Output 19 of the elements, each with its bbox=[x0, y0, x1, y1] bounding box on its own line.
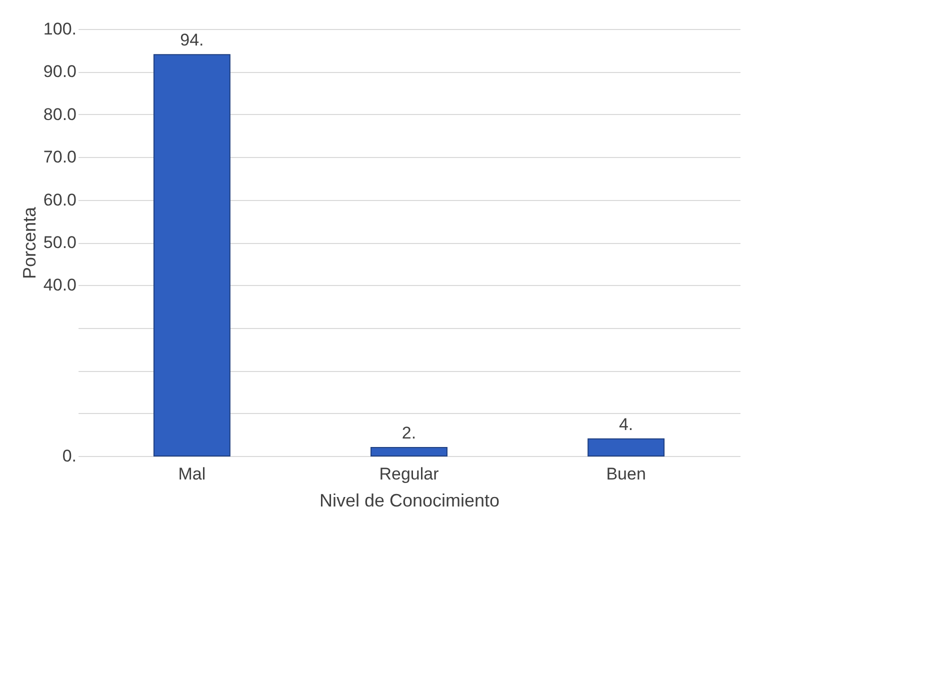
y-tick-label: 90.0 bbox=[43, 62, 76, 82]
x-tick-label: Buen bbox=[606, 464, 646, 484]
y-tick-label: 80.0 bbox=[43, 104, 76, 124]
x-tick-label: Regular bbox=[379, 464, 440, 484]
y-tick-label: 70.0 bbox=[43, 148, 76, 167]
y-axis-title: Porcenta bbox=[19, 206, 40, 280]
data-label: 2. bbox=[402, 423, 416, 442]
y-tick-label: 100. bbox=[43, 20, 76, 38]
y-tick-label: 50.0 bbox=[43, 233, 76, 252]
data-label: 4. bbox=[618, 414, 634, 434]
data-label: 94. bbox=[180, 30, 204, 50]
x-tick-label: Mal bbox=[178, 464, 206, 484]
x-axis-title: Nivel de Conocimiento bbox=[319, 490, 500, 510]
bar bbox=[153, 54, 230, 456]
y-tick-label: 0. bbox=[62, 446, 76, 466]
bar bbox=[370, 446, 448, 456]
bar bbox=[588, 438, 665, 456]
y-tick-label: 40.0 bbox=[43, 276, 76, 295]
y-tick-label: 60.0 bbox=[43, 190, 76, 210]
